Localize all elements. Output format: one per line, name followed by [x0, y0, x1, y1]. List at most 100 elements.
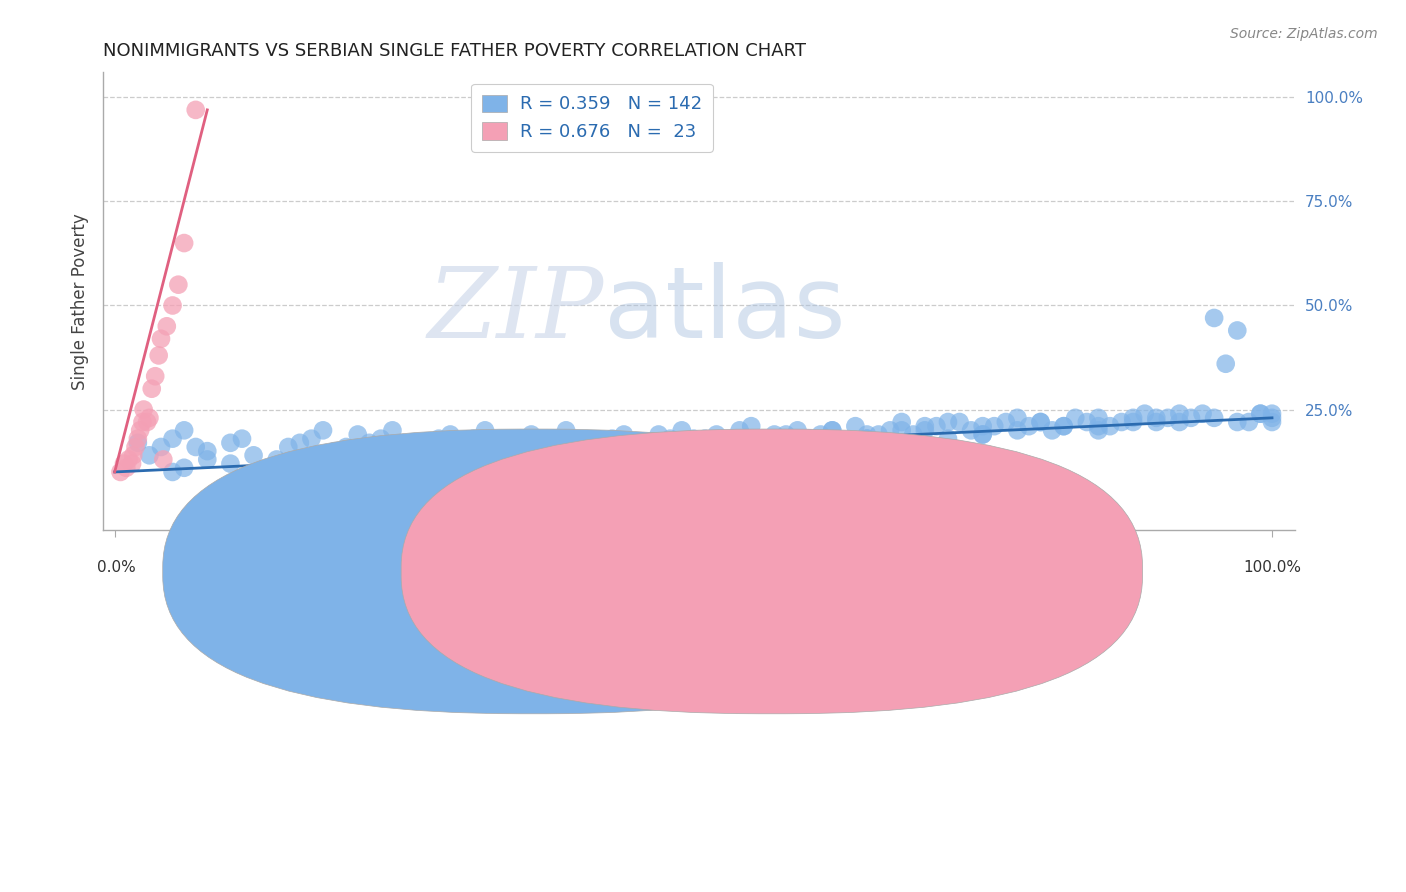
Point: [1064, 410, 1087, 425]
Point: [127, 435, 149, 450]
Point: [1087, 419, 1109, 434]
Point: [903, 427, 925, 442]
Point: [150, 332, 173, 346]
Point: [129, 423, 152, 437]
Point: [266, 452, 288, 467]
Point: [143, 369, 166, 384]
Point: [914, 423, 936, 437]
Point: [110, 465, 132, 479]
Point: [589, 435, 612, 450]
Point: [856, 432, 879, 446]
Point: [1226, 323, 1249, 337]
Point: [636, 435, 658, 450]
Point: [856, 427, 879, 442]
Point: [914, 419, 936, 434]
Text: NONIMMIGRANTS VS SERBIAN SINGLE FATHER POVERTY CORRELATION CHART: NONIMMIGRANTS VS SERBIAN SINGLE FATHER P…: [103, 42, 806, 60]
Point: [115, 460, 138, 475]
Point: [1249, 407, 1271, 421]
Point: [1204, 310, 1226, 325]
Point: [156, 319, 179, 334]
Point: [485, 435, 508, 450]
Point: [682, 435, 704, 450]
Point: [936, 415, 959, 429]
Point: [141, 382, 163, 396]
Text: atlas: atlas: [603, 262, 845, 359]
Point: [122, 448, 145, 462]
Point: [797, 432, 820, 446]
Point: [659, 440, 682, 454]
Point: [589, 440, 612, 454]
Text: Serbians: Serbians: [794, 563, 866, 581]
Point: [370, 432, 392, 446]
Point: [451, 435, 474, 450]
Point: [613, 427, 636, 442]
Point: [1111, 415, 1133, 429]
Point: [728, 423, 751, 437]
Point: [1029, 415, 1052, 429]
Point: [659, 432, 682, 446]
Point: [405, 444, 427, 458]
Point: [301, 432, 323, 446]
Text: ZIP: ZIP: [427, 263, 603, 358]
Point: [416, 440, 439, 454]
Point: [277, 469, 299, 483]
Point: [832, 435, 855, 450]
Point: [624, 448, 647, 462]
Point: [682, 432, 704, 446]
Point: [868, 427, 890, 442]
Point: [520, 427, 543, 442]
Point: [131, 415, 153, 429]
Point: [1180, 410, 1202, 425]
Point: [1261, 407, 1284, 421]
Point: [148, 348, 170, 362]
Point: [1053, 419, 1076, 434]
Legend: R = 0.359   N = 142, R = 0.676   N =  23: R = 0.359 N = 142, R = 0.676 N = 23: [471, 84, 713, 152]
FancyBboxPatch shape: [401, 429, 1143, 714]
Point: [132, 402, 155, 417]
Point: [162, 465, 184, 479]
Point: [167, 277, 190, 292]
Point: [124, 440, 146, 454]
Point: [288, 435, 311, 450]
Point: [392, 465, 415, 479]
Point: [775, 427, 797, 442]
Point: [1040, 423, 1063, 437]
Point: [797, 432, 820, 446]
Point: [173, 460, 195, 475]
Point: [195, 452, 218, 467]
Point: [1098, 419, 1121, 434]
Text: 0.0%: 0.0%: [97, 560, 136, 575]
Point: [381, 423, 404, 437]
Point: [1249, 407, 1271, 421]
Point: [277, 440, 299, 454]
Point: [496, 444, 519, 458]
Point: [1018, 419, 1040, 434]
Point: [1237, 415, 1260, 429]
Point: [335, 440, 357, 454]
Point: [463, 432, 485, 446]
Point: [121, 457, 143, 471]
Point: [1168, 407, 1191, 421]
Point: [706, 440, 728, 454]
Point: [879, 423, 901, 437]
Point: [948, 415, 970, 429]
Y-axis label: Single Father Poverty: Single Father Poverty: [72, 213, 89, 390]
Point: [555, 423, 578, 437]
Point: [112, 457, 135, 471]
Point: [717, 440, 740, 454]
Point: [972, 427, 994, 442]
Point: [509, 457, 531, 471]
Point: [821, 423, 844, 437]
Point: [117, 452, 139, 467]
Point: [1076, 415, 1098, 429]
Point: [706, 427, 728, 442]
Point: [509, 440, 531, 454]
Point: [219, 435, 242, 450]
FancyBboxPatch shape: [163, 429, 904, 714]
Point: [150, 440, 173, 454]
Point: [624, 448, 647, 462]
Point: [162, 432, 184, 446]
Point: [543, 452, 565, 467]
Point: [821, 423, 844, 437]
Point: [844, 419, 866, 434]
